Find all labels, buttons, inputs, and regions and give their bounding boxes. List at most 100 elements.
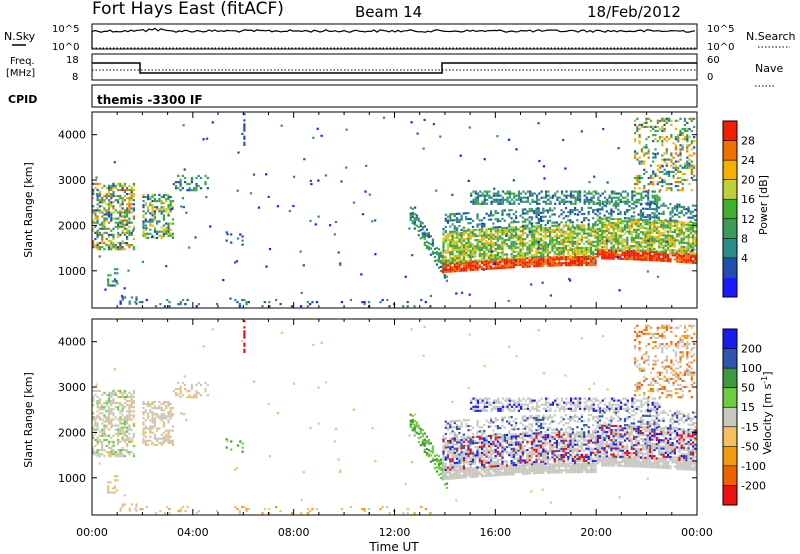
power-cell [656,119,659,122]
power-cell [637,235,640,238]
power-cell [467,255,470,259]
vel-cell [144,441,147,444]
power-cell [481,230,484,233]
power-cell [107,211,111,214]
vel-cell [132,416,135,419]
power-cell [646,231,649,234]
power-cell [608,230,611,233]
power-cell [483,230,486,233]
power-cell [453,264,456,267]
power-cell [605,223,608,226]
power-cell [449,245,452,248]
power-cell [512,179,515,182]
power-cell [551,213,554,216]
power-cell [574,257,577,261]
power-cell [648,235,652,238]
vel-cell [411,420,414,424]
power-cell [483,250,486,253]
vel-cell [107,393,111,397]
vel-cell [421,439,424,442]
vel-cell [174,388,178,391]
vel-cell [478,466,481,469]
power-cell [476,223,479,226]
power-cell [630,252,633,255]
power-cell [661,158,664,161]
vel-cell [442,446,445,449]
vel-cell [474,462,477,465]
power-cell [123,217,126,220]
power-cell [435,263,438,266]
vel-cell [105,451,108,454]
vel-cell [123,389,126,392]
vel-cell [456,461,459,464]
vel-cell [406,512,409,515]
vel-cell [132,402,135,405]
power-cell [560,240,563,244]
vel-cell [167,439,170,442]
power-cell [628,205,631,208]
power-cell [226,233,229,236]
vel-cell [94,438,97,441]
power-cell [614,251,617,254]
power-cell [623,255,627,258]
power-cell [110,215,113,218]
power-cell [646,233,649,236]
power-cell [439,251,443,254]
power-cell [678,235,681,238]
vel-cell [462,472,465,475]
power-cell [686,134,689,137]
power-cell [421,222,424,225]
power-cell [103,231,106,234]
vel-cell [476,422,479,425]
power-cell [667,255,670,259]
vel-cell [442,456,445,459]
vel-cell [451,439,454,442]
vel-cell [474,466,477,469]
power-cell [162,224,165,227]
power-cell [665,170,668,173]
power-cell [673,219,676,222]
power-cell [694,259,697,262]
vel-cell [132,391,135,394]
power-cell [608,223,611,227]
power-cell [569,202,573,205]
power-cell [546,219,549,222]
vel-cell [445,482,449,485]
power-cell [545,194,548,197]
vel-cell [204,388,207,391]
power-cell [533,192,536,195]
power-cell [512,236,515,239]
power-cell [112,246,115,249]
power-cell [549,235,552,238]
vel-cell [458,472,461,475]
power-cell [467,265,470,268]
vel-cell [241,442,244,445]
power-cell [690,140,693,143]
power-cell [132,227,135,230]
power-cell [530,208,534,211]
power-cell [494,258,497,261]
vel-cell [107,491,110,494]
power-cell [658,190,661,193]
power-colorbar-tick-label: 4 [741,252,748,265]
power-cell [549,251,552,254]
power-cell [110,244,113,247]
vel-cell [92,436,95,439]
power-cell [636,181,639,184]
power-cell [661,181,664,184]
power-cell [612,255,615,258]
power-cell [676,235,679,238]
power-cell [528,250,531,253]
power-cell [128,229,131,232]
vel-cell [142,421,145,424]
power-cell [643,152,646,155]
power-cell [674,181,677,184]
power-cell [569,240,572,243]
power-cell [411,213,414,217]
power-cell [594,240,597,243]
power-cell [165,228,168,231]
power-cell [460,238,463,241]
power-cell [638,160,641,163]
power-cell [107,193,111,196]
power-cell [119,244,122,247]
